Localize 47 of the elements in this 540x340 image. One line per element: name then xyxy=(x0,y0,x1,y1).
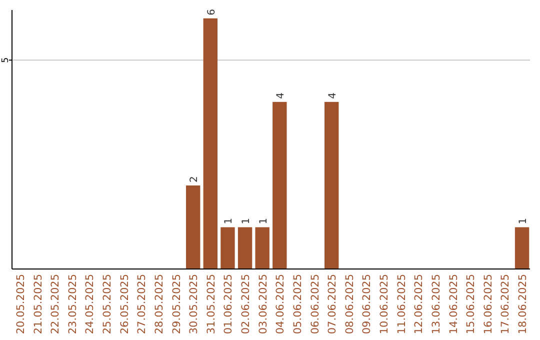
x-tick-label: 05.06.2025 xyxy=(292,274,304,334)
x-tick-label: 08.06.2025 xyxy=(344,274,356,334)
bar xyxy=(203,18,218,269)
x-tick-label: 17.06.2025 xyxy=(500,274,512,334)
x-tick-label: 06.06.2025 xyxy=(309,274,322,334)
x-tick-label: 20.05.2025 xyxy=(14,274,27,334)
x-tick-label: 18.06.2025 xyxy=(517,274,530,334)
x-tick-label: 09.06.2025 xyxy=(361,274,374,334)
bar xyxy=(514,227,530,269)
bar xyxy=(255,227,270,269)
x-tick-label: 10.06.2025 xyxy=(378,274,391,334)
x-tick-label: 27.05.2025 xyxy=(136,274,148,334)
x-tick-label: 02.06.2025 xyxy=(240,274,252,334)
data-label: 2 xyxy=(189,176,200,182)
x-tick-label: 29.05.2025 xyxy=(170,274,183,334)
x-tick-label: 11.06.2025 xyxy=(396,274,408,334)
x-tick-label: 13.06.2025 xyxy=(430,274,442,334)
data-label: 1 xyxy=(518,218,530,224)
x-tick-label: 15.06.2025 xyxy=(465,274,478,334)
x-tick-label: 03.06.2025 xyxy=(257,274,270,334)
x-tick-label: 30.05.2025 xyxy=(188,274,200,334)
x-tick-label: 04.06.2025 xyxy=(274,274,287,334)
bar xyxy=(324,102,339,269)
x-tick-label: 23.05.2025 xyxy=(66,274,79,334)
bar xyxy=(272,102,287,269)
x-tick-label: 26.05.2025 xyxy=(118,274,131,334)
data-label: 4 xyxy=(276,92,287,99)
x-tick-label: 31.05.2025 xyxy=(205,274,218,334)
bar xyxy=(220,227,235,269)
bar xyxy=(186,185,200,269)
x-tick-label: 16.06.2025 xyxy=(482,274,494,334)
x-tick-label: 12.06.2025 xyxy=(413,274,426,334)
x-tick-label: 01.06.2025 xyxy=(222,274,235,334)
x-tick-label: 24.05.2025 xyxy=(84,274,96,334)
x-tick-label: 22.05.2025 xyxy=(50,274,62,334)
data-label: 1 xyxy=(224,218,235,224)
data-label: 4 xyxy=(328,92,339,99)
bar xyxy=(238,227,252,269)
y-tick-label: 5 xyxy=(1,57,11,63)
x-tick-label: 28.05.2025 xyxy=(153,274,166,334)
x-tick-label: 25.05.2025 xyxy=(102,274,114,334)
x-tick-label: 14.06.2025 xyxy=(448,274,460,334)
data-label: 6 xyxy=(206,8,218,16)
data-label: 1 xyxy=(258,218,270,224)
data-label: 1 xyxy=(241,218,252,224)
x-tick-label: 21.05.2025 xyxy=(32,274,44,334)
x-tick-label: 07.06.2025 xyxy=(326,274,339,334)
